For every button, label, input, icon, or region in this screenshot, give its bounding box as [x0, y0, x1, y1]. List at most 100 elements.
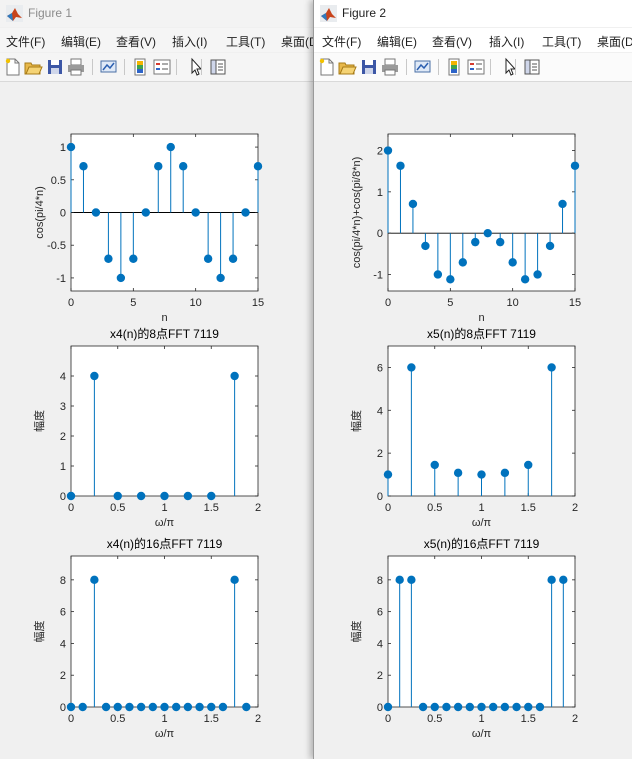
figure-1-toolbar [0, 53, 320, 82]
stem-marker [446, 275, 455, 284]
stem-marker [418, 702, 428, 712]
stem-marker [483, 228, 492, 238]
matlab-logo-icon [320, 5, 337, 22]
new-figure-icon[interactable] [3, 57, 23, 77]
colorbar-icon[interactable] [131, 57, 151, 77]
select-pointer-icon[interactable] [186, 57, 206, 77]
figure-1-titlebar[interactable]: Figure 1 [0, 0, 320, 27]
menu-desktop[interactable]: 桌面(D) [597, 35, 632, 49]
stem-marker [154, 162, 163, 171]
y-tick-label: 0 [60, 702, 66, 714]
colorbar-icon[interactable] [445, 57, 465, 77]
stem-marker [78, 702, 87, 712]
y-tick-label: 1 [60, 461, 66, 473]
stem-plot-1: 0 5 10 15 -1 -0.5 0 0.5 1 n cos(pi/4*n) [34, 133, 264, 324]
stem-marker [171, 702, 181, 712]
axes-box [70, 345, 259, 497]
property-inspector-icon[interactable] [522, 57, 542, 77]
link-plot-icon[interactable] [99, 57, 119, 77]
print-icon[interactable] [66, 57, 86, 77]
figure-2-title: Figure 2 [342, 6, 387, 20]
stem-plot-1: 0 5 10 15 -1 0 1 2 n cos(pi/4*n)+cos(pi/8*n) [351, 133, 581, 324]
stem-marker [104, 254, 113, 263]
x-tick-label: 10 [190, 297, 202, 309]
stem-marker [453, 702, 463, 712]
toolbar-separator [406, 59, 407, 75]
legend-icon[interactable] [466, 57, 486, 77]
y-axis-label: 幅度 [32, 621, 46, 643]
menu-insert[interactable]: 插入(I) [489, 35, 525, 49]
stem-marker [141, 208, 150, 217]
menu-file[interactable]: 文件(F) [322, 35, 362, 49]
x-tick-label: 15 [569, 297, 581, 309]
y-tick-label: 0 [60, 491, 66, 503]
legend-icon[interactable] [152, 57, 172, 77]
stem-plot-2: 0 0.5 1 1.5 2 0 2 4 6 x5(n)的8点FFT 7119 ω/π 幅度 [349, 326, 578, 529]
x-tick-label: 10 [507, 297, 519, 309]
axes-box [387, 555, 576, 708]
open-file-icon[interactable] [23, 57, 43, 77]
x-tick-label: 2 [572, 502, 578, 514]
property-inspector-icon[interactable] [208, 57, 228, 77]
stem-marker [183, 491, 193, 501]
menu-tools[interactable]: 工具(T) [226, 35, 266, 49]
stem-marker [408, 199, 418, 209]
figure-2-toolbar [314, 53, 632, 82]
menu-view[interactable]: 查看(V) [432, 35, 472, 49]
axes-title: x4(n)的8点FFT 7119 [110, 326, 219, 341]
x-tick-label: 1 [478, 502, 484, 514]
y-tick-label: 6 [60, 607, 66, 619]
stem-marker [228, 254, 238, 263]
stem-marker [166, 142, 175, 152]
y-tick-label: 4 [60, 371, 66, 383]
stem-marker [547, 363, 556, 372]
stem-marker [230, 371, 239, 381]
stem-marker [547, 575, 556, 585]
new-figure-icon[interactable] [317, 57, 337, 77]
stem-marker [125, 702, 134, 712]
select-pointer-icon[interactable] [500, 57, 520, 77]
y-tick-label: 3 [60, 401, 66, 413]
stem-marker [465, 702, 475, 712]
menu-tools[interactable]: 工具(T) [542, 35, 582, 49]
stem-marker [90, 371, 99, 381]
menu-edit[interactable]: 编辑(E) [377, 35, 417, 49]
stem-marker [79, 162, 88, 171]
x-axis-label: ω/π [472, 517, 492, 529]
stem-marker [383, 470, 393, 479]
stem-marker [216, 273, 225, 283]
figure-2-window: Figure 2 文件(F) 编辑(E) 查看(V) 插入(I) 工具(T) 桌… [313, 0, 632, 759]
x-axis-label: ω/π [155, 728, 175, 740]
stem-marker [407, 363, 416, 372]
toolbar-separator [201, 59, 202, 75]
menu-file[interactable]: 文件(F) [6, 35, 46, 49]
menu-insert[interactable]: 插入(I) [172, 35, 208, 49]
menu-edit[interactable]: 编辑(E) [61, 35, 101, 49]
y-tick-label: -0.5 [47, 240, 66, 252]
stem-marker [207, 491, 216, 501]
y-tick-label: 1 [377, 187, 383, 199]
stem-marker [66, 142, 76, 152]
stem-marker [524, 702, 533, 712]
y-tick-label: 2 [377, 448, 383, 460]
toolbar-separator [92, 59, 93, 75]
figure-1-menubar: 文件(F) 编辑(E) 查看(V) 插入(I) 工具(T) 桌面(D) [0, 28, 320, 52]
y-tick-label: 4 [377, 405, 383, 417]
print-icon[interactable] [380, 57, 400, 77]
x-tick-label: 0.5 [427, 713, 442, 725]
y-tick-label: -1 [56, 273, 66, 285]
stem-marker [136, 491, 146, 501]
axes-box [387, 133, 576, 292]
y-tick-label: 0 [377, 228, 383, 240]
figure-2-titlebar[interactable]: Figure 2 [314, 0, 632, 27]
menu-view[interactable]: 查看(V) [116, 35, 156, 49]
link-plot-icon[interactable] [413, 57, 433, 77]
open-file-icon[interactable] [337, 57, 357, 77]
save-icon[interactable] [359, 57, 379, 77]
menu-desktop[interactable]: 桌面(D) [281, 35, 320, 49]
save-icon[interactable] [45, 57, 65, 77]
stem-marker [242, 702, 251, 712]
stem-marker [559, 575, 568, 585]
stem-marker [101, 702, 111, 712]
